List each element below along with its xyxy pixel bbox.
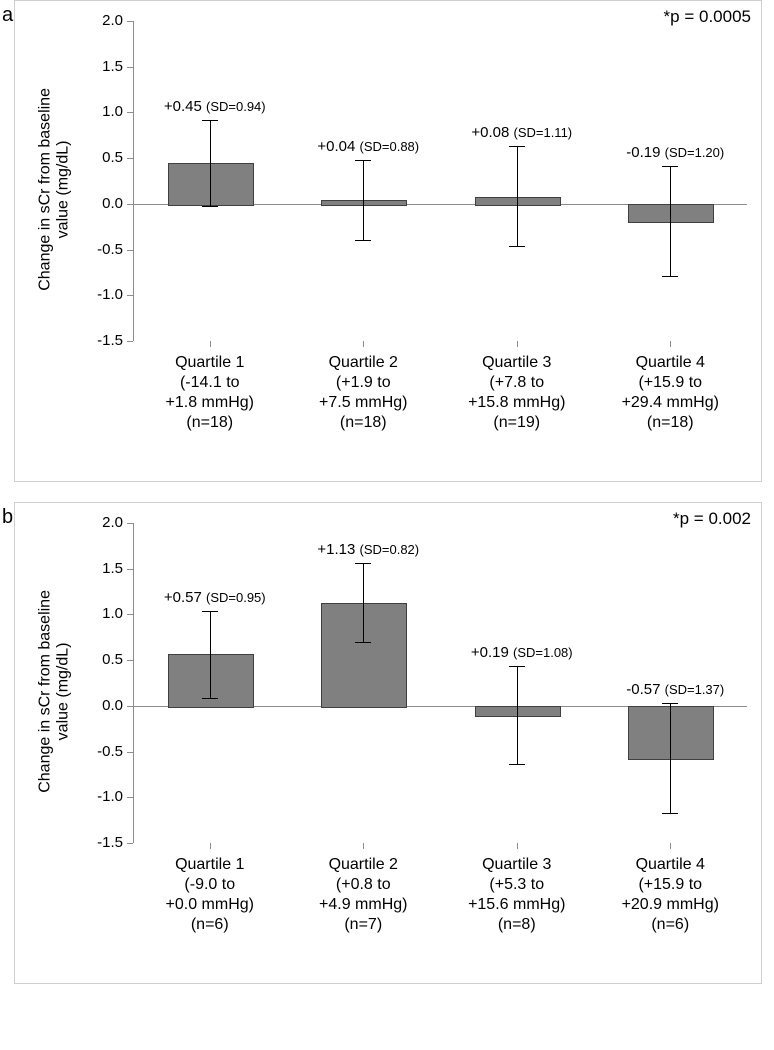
panel-b-data-label: +0.19 (SD=1.08)	[447, 644, 597, 661]
panel-a-errorbar-cap	[662, 276, 678, 277]
panel-a-y-axis	[133, 21, 134, 341]
panel-b-ytick-mark	[127, 752, 133, 753]
panel-a-data-label: +0.04 (SD=0.88)	[293, 138, 443, 155]
panel-a-errorbar-line	[670, 166, 671, 276]
panel-b-x-category-label: Quartile 4(+15.9 to+20.9 mmHg)(n=6)	[596, 855, 746, 935]
panel-a-ytick-label: -0.5	[83, 241, 123, 258]
panel-b-errorbar-cap	[202, 698, 218, 699]
panel-a-ytick-label: 2.0	[83, 12, 123, 29]
panel-b-errorbar-line	[670, 703, 671, 813]
panel-a-errorbar-cap	[355, 240, 371, 241]
panel-a-x-category-label: Quartile 1(-14.1 to+1.8 mmHg)(n=18)	[135, 353, 285, 433]
panel-a-x-category-label: Quartile 3(+7.8 to+15.8 mmHg)(n=19)	[442, 353, 592, 433]
panel-b-x-category-label: Quartile 3(+5.3 to+15.6 mmHg)(n=8)	[442, 855, 592, 935]
panel-a: a *p = 0.0005Change in sCr from baseline…	[14, 0, 774, 482]
panel-b-p-value: *p = 0.002	[673, 509, 751, 529]
panel-b-errorbar-cap	[202, 611, 218, 612]
panel-b-y-axis	[133, 523, 134, 843]
panel-b-ytick-label: 1.5	[83, 560, 123, 577]
panel-a-xtick-mark	[210, 341, 211, 347]
panel-a-label: a	[2, 4, 13, 27]
panel-a-errorbar-line	[517, 146, 518, 246]
panel-b-ytick-label: 0.5	[83, 651, 123, 668]
panel-b-errorbar-cap	[355, 563, 371, 564]
panel-b-errorbar-cap	[509, 666, 525, 667]
panel-a-errorbar-line	[363, 160, 364, 240]
panel-a-ytick-mark	[127, 158, 133, 159]
panel-b-ytick-mark	[127, 569, 133, 570]
panel-a-ytick-mark	[127, 250, 133, 251]
panel-a-chart: *p = 0.0005 Change in sCr from baseline v…	[14, 0, 762, 482]
panel-a-ytick-mark	[127, 21, 133, 22]
panel-b-ytick-mark	[127, 614, 133, 615]
panel-b-ytick-label: -1.0	[83, 788, 123, 805]
panel-a-ytick-label: 1.5	[83, 58, 123, 75]
panel-b-ytick-mark	[127, 523, 133, 524]
panel-a-ytick-mark	[127, 67, 133, 68]
panel-b-x-category-label: Quartile 1(-9.0 to+0.0 mmHg)(n=6)	[135, 855, 285, 935]
panel-b-ytick-mark	[127, 660, 133, 661]
panel-a-ytick-mark	[127, 295, 133, 296]
panel-a-x-category-label: Quartile 4(+15.9 to+29.4 mmHg)(n=18)	[596, 353, 746, 433]
panel-b-chart: *p = 0.002 Change in sCr from baseline va…	[14, 502, 762, 984]
panel-b-x-category-label: Quartile 2(+0.8 to+4.9 mmHg)(n=7)	[289, 855, 439, 935]
panel-a-data-label: +0.45 (SD=0.94)	[140, 98, 290, 115]
panel-b-data-label: +0.57 (SD=0.95)	[140, 589, 290, 606]
panel-a-errorbar-line	[210, 120, 211, 206]
panel-b-data-label: -0.57 (SD=1.37)	[600, 681, 750, 698]
panel-a-ytick-label: -1.0	[83, 286, 123, 303]
panel-a-ytick-mark	[127, 204, 133, 205]
panel-a-ytick-mark	[127, 112, 133, 113]
panel-b-ytick-mark	[127, 797, 133, 798]
panel-a-p-value: *p = 0.0005	[664, 7, 751, 27]
panel-a-errorbar-cap	[202, 120, 218, 121]
panel-b-ytick-label: -1.5	[83, 834, 123, 851]
panel-b-errorbar-line	[517, 666, 518, 765]
panel-b-ytick-label: 2.0	[83, 514, 123, 531]
figure: a *p = 0.0005 Change in sCr from baseline…	[0, 0, 774, 984]
panel-b-errorbar-cap	[662, 813, 678, 814]
panel-b-xtick-mark	[670, 843, 671, 849]
panel-b-xtick-mark	[363, 843, 364, 849]
panel-a-ytick-mark	[127, 341, 133, 342]
panel-b-ytick-mark	[127, 706, 133, 707]
panel-b: b *p = 0.002Change in sCr from baseline …	[14, 502, 774, 984]
panel-b-ytick-label: 1.0	[83, 605, 123, 622]
panel-b-errorbar-line	[210, 611, 211, 698]
panel-b-y-axis-title: Change in sCr from baseline value (mg/dL…	[37, 561, 74, 821]
panel-b-ytick-label: 0.0	[83, 697, 123, 714]
panel-a-errorbar-cap	[202, 206, 218, 207]
panel-b-errorbar-cap	[662, 703, 678, 704]
panel-a-data-label: +0.08 (SD=1.11)	[447, 124, 597, 141]
panel-b-ytick-mark	[127, 843, 133, 844]
panel-b-data-label: +1.13 (SD=0.82)	[293, 541, 443, 558]
panel-a-ytick-label: 1.0	[83, 103, 123, 120]
panel-a-x-category-label: Quartile 2(+1.9 to+7.5 mmHg)(n=18)	[289, 353, 439, 433]
panel-b-xtick-mark	[210, 843, 211, 849]
panel-a-errorbar-cap	[355, 160, 371, 161]
panel-a-ytick-label: 0.5	[83, 149, 123, 166]
panel-a-ytick-label: -1.5	[83, 332, 123, 349]
panel-b-errorbar-line	[363, 563, 364, 642]
panel-a-xtick-mark	[670, 341, 671, 347]
panel-b-ytick-label: -0.5	[83, 743, 123, 760]
panel-a-xtick-mark	[363, 341, 364, 347]
panel-b-label: b	[2, 506, 13, 529]
panel-b-errorbar-cap	[509, 764, 525, 765]
panel-a-errorbar-cap	[662, 166, 678, 167]
panel-a-xtick-mark	[517, 341, 518, 347]
panel-a-data-label: -0.19 (SD=1.20)	[600, 144, 750, 161]
panel-a-y-axis-title: Change in sCr from baseline value (mg/dL…	[37, 59, 74, 319]
panel-a-errorbar-cap	[509, 146, 525, 147]
panel-a-ytick-label: 0.0	[83, 195, 123, 212]
panel-b-errorbar-cap	[355, 642, 371, 643]
panel-b-xtick-mark	[517, 843, 518, 849]
panel-a-errorbar-cap	[509, 246, 525, 247]
